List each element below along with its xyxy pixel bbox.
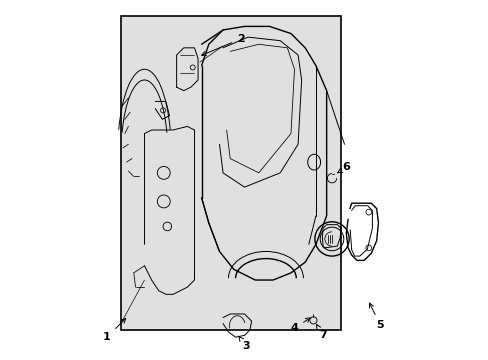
Text: 2: 2 bbox=[201, 34, 244, 55]
Text: 5: 5 bbox=[369, 303, 383, 330]
Text: 7: 7 bbox=[316, 324, 326, 341]
Text: 4: 4 bbox=[290, 318, 309, 333]
Text: 3: 3 bbox=[238, 336, 249, 351]
Text: 6: 6 bbox=[337, 162, 349, 173]
Bar bbox=[121, 16, 340, 330]
Text: 1: 1 bbox=[103, 319, 125, 342]
